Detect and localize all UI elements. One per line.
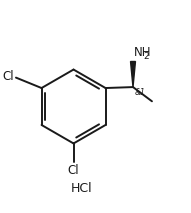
Text: Cl: Cl: [3, 70, 15, 83]
Polygon shape: [130, 62, 135, 87]
Text: &1: &1: [134, 88, 145, 97]
Text: 2: 2: [143, 52, 149, 60]
Text: NH: NH: [134, 46, 151, 59]
Text: Cl: Cl: [68, 164, 79, 177]
Text: HCl: HCl: [70, 182, 92, 195]
